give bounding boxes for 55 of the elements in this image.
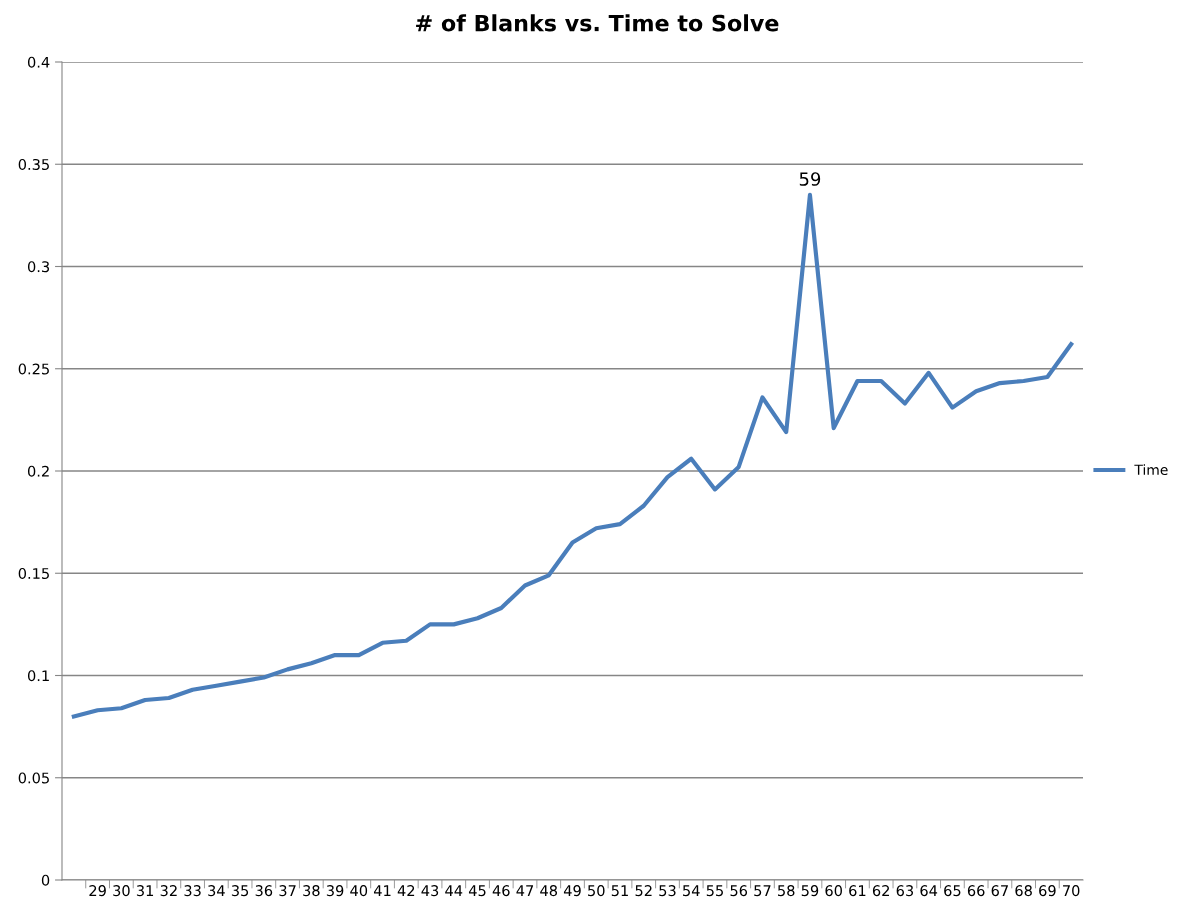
x-tick-label: 36 xyxy=(255,885,273,897)
x-tick-label: 30 xyxy=(113,885,130,897)
legend-label: Time xyxy=(1134,464,1168,476)
y-tick-label: 0 xyxy=(41,874,50,886)
x-tick-label: 35 xyxy=(231,885,249,897)
line-series xyxy=(71,192,1074,719)
x-tick-label: 67 xyxy=(991,885,1008,897)
x-tick-label: 50 xyxy=(588,885,605,897)
x-tick-label: 29 xyxy=(89,885,106,897)
x-tick-label: 54 xyxy=(683,885,700,897)
y-tick-label: 0.35 xyxy=(18,158,49,170)
x-tick-label: 57 xyxy=(754,885,771,897)
x-tick-label: 44 xyxy=(445,885,463,896)
x-tick-label: 42 xyxy=(397,885,415,896)
x-tick-label: 46 xyxy=(492,885,510,897)
x-tick-label: 70 xyxy=(1063,885,1080,897)
y-tick-label: 0.2 xyxy=(27,465,49,477)
x-tick-label: 62 xyxy=(872,885,889,897)
x-tick-label: 52 xyxy=(635,885,652,897)
x-tick-label: 47 xyxy=(516,885,534,896)
x-tick-label: 65 xyxy=(944,885,961,897)
y-tick-label: 0.1 xyxy=(27,670,49,682)
x-tick-label: 56 xyxy=(730,885,748,897)
x-tick-label: 39 xyxy=(326,885,344,897)
y-tick-label: 0.05 xyxy=(18,772,49,784)
x-tick-label: 66 xyxy=(967,885,985,897)
x-tick-label: 55 xyxy=(706,885,723,897)
x-tick-label: 58 xyxy=(778,885,795,897)
x-tick-label: 53 xyxy=(659,885,676,897)
x-tick-label: 60 xyxy=(825,885,842,897)
x-tick-label: 48 xyxy=(540,885,558,897)
x-tick-label: 38 xyxy=(303,885,320,897)
x-tick-label: 64 xyxy=(920,885,938,897)
x-tick-label: 61 xyxy=(849,885,866,897)
x-tick-label: 34 xyxy=(208,885,225,897)
x-tick-label: 37 xyxy=(279,885,296,897)
x-tick-label: 31 xyxy=(136,885,154,897)
x-tick-label: 68 xyxy=(1015,885,1032,897)
annotation: 59 xyxy=(799,172,821,186)
x-tick-label: 63 xyxy=(896,885,914,897)
chart-title: # of Blanks vs. Time to Solve xyxy=(416,14,779,32)
y-tick-label: 0.25 xyxy=(18,363,49,375)
x-tick-label: 41 xyxy=(373,885,391,896)
y-tick-label: 0.15 xyxy=(18,567,49,579)
x-tick-label: 40 xyxy=(350,885,368,897)
x-tick-label: 49 xyxy=(563,885,581,897)
x-tick-label: 43 xyxy=(421,885,439,897)
x-tick-label: 51 xyxy=(611,885,628,897)
x-tick-label: 45 xyxy=(468,885,486,897)
x-tick-label: 59 xyxy=(801,885,819,897)
y-tick-label: 0.4 xyxy=(27,56,50,68)
x-tick-label: 69 xyxy=(1039,885,1056,897)
x-tick-label: 32 xyxy=(160,885,177,897)
x-tick-label: 33 xyxy=(184,885,201,897)
y-tick-label: 0.3 xyxy=(27,261,50,273)
